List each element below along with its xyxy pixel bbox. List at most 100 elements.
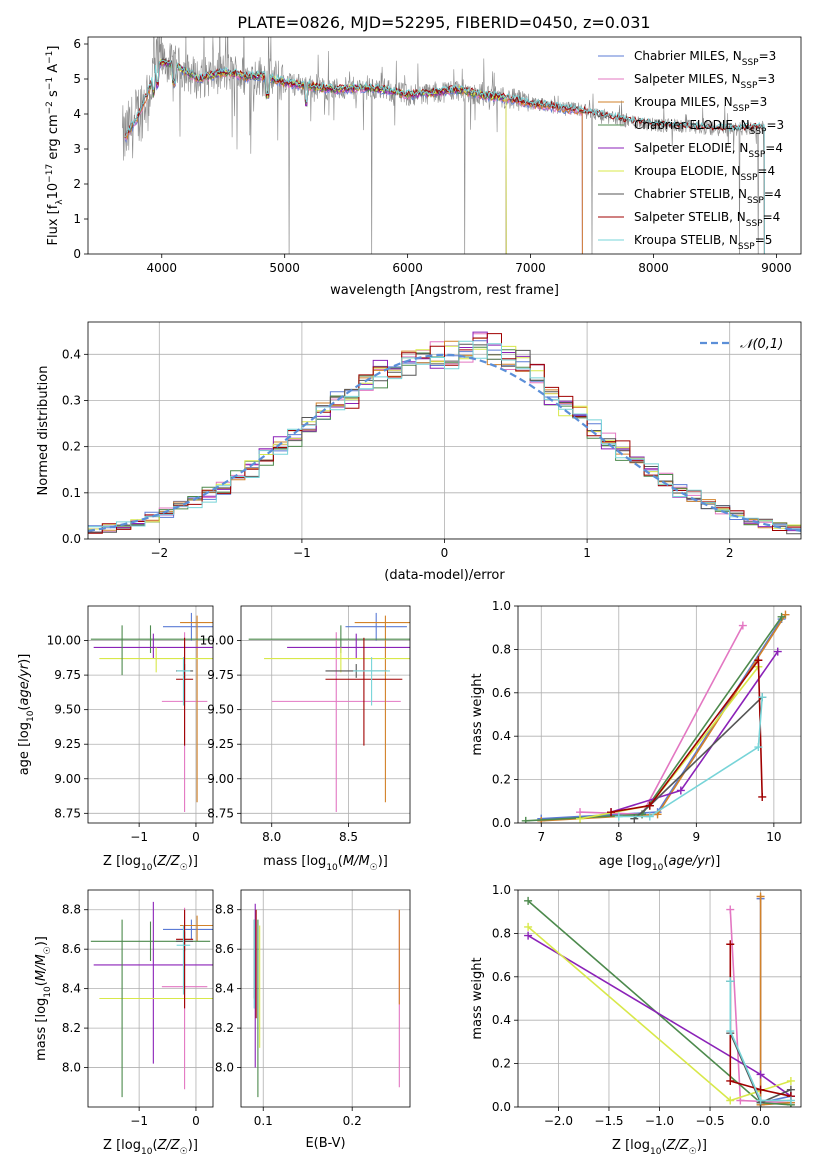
series-kroupa-elodie (576, 662, 763, 823)
mass-weight-vs-Z-frame (517, 889, 802, 1108)
errorbar-kroupa-elodie (99, 647, 213, 673)
mass-vs-Z-ytick-label: 8.2 (62, 1021, 81, 1035)
spectrum-xtick-label: 6000 (392, 261, 423, 275)
errorbar-salpeter-elodie (93, 901, 213, 1064)
mass-vs-Z-ytick-label: 8.6 (62, 942, 81, 956)
errorbar-kroupa-elodie (264, 647, 410, 673)
series-point (524, 931, 533, 940)
legend-entry: Salpeter STELIB, NSSP=4 (634, 210, 780, 229)
series-point (726, 905, 735, 914)
series-point (524, 922, 533, 931)
age-vs-Z-xtick-label: 0 (192, 830, 200, 844)
age-vs-Z-ytick-label: 9.25 (54, 737, 81, 751)
age-vs-mass-ytick-label: 9.50 (207, 703, 234, 717)
series-salpeter-elodie (607, 647, 782, 817)
series-point (786, 1096, 795, 1105)
age-vs-Z-ytick-label: 9.50 (54, 703, 81, 717)
residuals-plot-area (88, 322, 801, 539)
residuals-ytick-label: 0.4 (62, 347, 81, 361)
mass-vs-Z-frame (87, 889, 214, 1108)
legend-entry: Salpeter MILES, NSSP=3 (634, 72, 775, 91)
series-chabrier-elodie (521, 612, 786, 823)
spectrum-xlabel: wavelength [Angstrom, rest frame] (330, 283, 559, 298)
mass-weight-vs-age-ytick-label: 0.8 (492, 642, 511, 656)
mass-vs-ebv-xtick-label: 0.2 (343, 1114, 362, 1128)
spectrum-xtick-label: 7000 (515, 261, 546, 275)
mass-weight-vs-age-xtick-label: 10 (766, 830, 781, 844)
residuals-ylabel: Normed distribution (36, 366, 51, 496)
series-point (756, 1096, 765, 1105)
spectrum-xtick-label: 4000 (146, 261, 177, 275)
mass-weight-vs-Z-xlabel: Z [log10(Z/Z☉)] (612, 1138, 707, 1157)
mass-weight-vs-age-ytick-label: 0.6 (492, 686, 511, 700)
mass-vs-Z-ytick-label: 8.8 (62, 903, 81, 917)
mass-weight-vs-Z-ytick-label: 0.0 (492, 1100, 511, 1114)
mass-weight-vs-age-panel: 7 8 9 10 0.0 0.2 0.4 0.6 0.8 1.0 mass weight age [l… (470, 599, 802, 873)
series-point (773, 647, 782, 656)
age-vs-mass-frame (240, 605, 411, 824)
spectrum-xtick-label: 5000 (269, 261, 300, 275)
series-line (759, 898, 792, 1104)
age-vs-mass-ytick-label: 10.00 (200, 634, 234, 648)
residuals-ytick-label: 0.0 (62, 532, 81, 546)
series-point (758, 693, 767, 702)
series-point (754, 743, 763, 752)
series-line (541, 614, 787, 822)
age-vs-mass-ytick-label: 9.25 (207, 737, 234, 751)
series-point (726, 940, 735, 949)
age-vs-Z-ytick-label: 10.00 (47, 634, 81, 648)
mass-vs-ebv-plot-area (241, 890, 410, 1107)
mass-weight-vs-Z-xtick-label: −1.0 (645, 1114, 674, 1128)
errorbar-kroupa-stelib (353, 657, 391, 706)
series-point (777, 612, 786, 621)
errorbar-salpeter-elodie (93, 633, 213, 659)
series-point (676, 786, 685, 795)
age-vs-Z-panel: −1 0 8.75 9.00 9.25 9.50 9.75 10.00 Z [log10(Z/Z… (17, 605, 214, 873)
errorbar-kroupa-stelib (176, 657, 191, 706)
mass-weight-vs-Z-plot-area (518, 890, 801, 1107)
mass-weight-vs-Z-panel: −2.0 −1.5 −1.0 −0.5 0.0 0.0 0.2 0.4 0.6 0.8 1.0 mas… (470, 883, 802, 1157)
mass-weight-vs-age-ytick-label: 0.4 (492, 729, 511, 743)
mass-vs-ebv-ytick-label: 8.0 (215, 1061, 234, 1075)
legend-entry: 𝒩(0,1) (740, 337, 783, 352)
spectrum-plot-area (122, 37, 765, 254)
mass-weight-vs-age-ytick-label: 1.0 (492, 599, 511, 613)
legend-entry: Chabrier MILES, NSSP=3 (634, 49, 776, 68)
mass-weight-vs-Z-ytick-label: 0.6 (492, 970, 511, 984)
mass-weight-vs-age-xtick-label: 9 (693, 830, 701, 844)
spectrum-ytick-label: 6 (73, 37, 81, 51)
errorbar-salpeter-stelib (176, 909, 194, 1009)
mass-weight-vs-age-xtick-label: 8 (615, 830, 623, 844)
mass-weight-vs-Z-ytick-label: 0.8 (492, 926, 511, 940)
spectrum-ytick-label: 2 (73, 177, 81, 191)
mass-vs-ebv-ytick-label: 8.2 (215, 1021, 234, 1035)
residuals-legend: 𝒩(0,1) (700, 337, 783, 352)
series-point (524, 896, 533, 905)
legend-entry: Kroupa STELIB, NSSP=5 (634, 233, 772, 252)
series-kroupa-stelib (726, 977, 795, 1105)
mass-vs-Z-ytick-label: 8.0 (62, 1061, 81, 1075)
residuals-xtick-label: 2 (726, 546, 734, 560)
age-vs-mass-ytick-label: 8.75 (207, 806, 234, 820)
series-point (726, 1096, 735, 1105)
age-vs-Z-xtick-label: −1 (130, 830, 148, 844)
mass-vs-Z-xtick-label: −1 (130, 1114, 148, 1128)
spectrum-ylabel: Flux [fλ10−17 erg cm−2 s−1 A−1] (45, 46, 65, 246)
errorbar-salpeter-miles (271, 632, 401, 812)
spectrum-ytick-label: 5 (73, 72, 81, 86)
series-point (786, 1076, 795, 1085)
series-point (726, 1076, 735, 1085)
series-point (756, 1070, 765, 1079)
legend-entry: Chabrier ELODIE, NSSP=3 (634, 118, 784, 137)
mass-vs-ebv-ytick-label: 8.8 (215, 903, 234, 917)
series-point (758, 792, 767, 801)
residuals-ytick-label: 0.3 (62, 393, 81, 407)
mass-weight-vs-Z-ytick-label: 1.0 (492, 883, 511, 897)
residuals-xtick-label: −1 (293, 546, 311, 560)
mass-weight-vs-age-ytick-label: 0.0 (492, 816, 511, 830)
series-kroupa-elodie (524, 922, 795, 1105)
errorbar-kroupa-stelib (176, 925, 191, 995)
age-vs-Z-ytick-label: 9.75 (54, 668, 81, 682)
age-vs-mass-ytick-label: 9.75 (207, 668, 234, 682)
residuals-xlabel: (data-model)/error (384, 568, 505, 583)
